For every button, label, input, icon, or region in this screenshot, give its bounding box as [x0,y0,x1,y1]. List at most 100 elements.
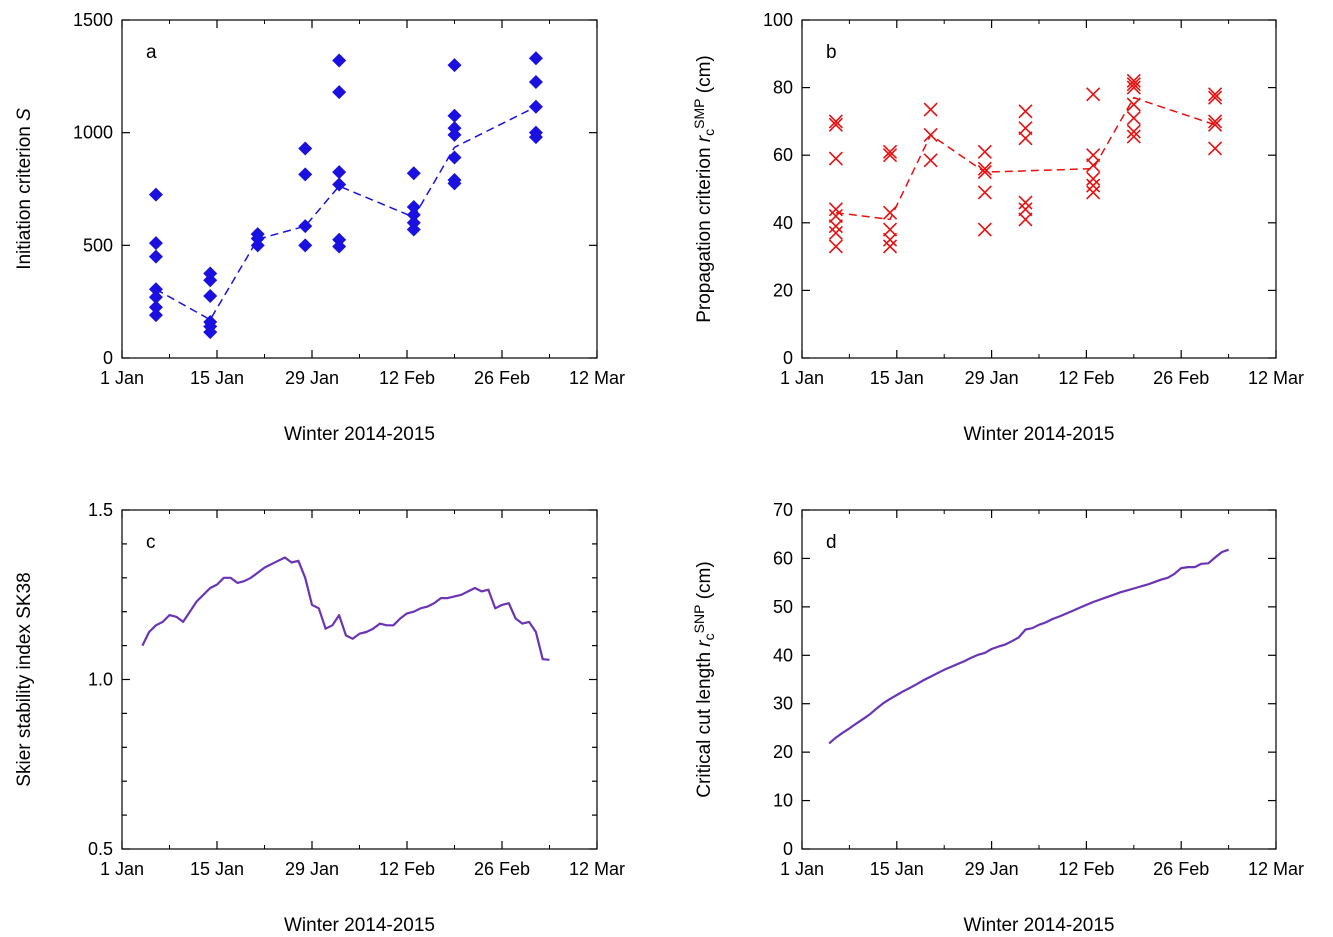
data-point [406,166,421,181]
data-point [828,117,843,132]
mean-line [155,106,537,321]
plot-frame [801,509,1277,850]
x-tick-label: 15 Jan [190,368,244,388]
data-point [882,232,898,247]
data-point [298,238,313,253]
data-point [1086,185,1101,200]
x-tick-label: 1 Jan [100,859,144,879]
data-point [298,219,313,234]
y-tick-label: 0 [103,348,113,368]
x-tick-label: 29 Jan [285,368,339,388]
y-tick-label: 1.0 [88,670,113,690]
data-point [977,144,992,159]
panel-c: 1 Jan 15 Jan 29 Jan 12 Feb 26 Feb 12 Mar 0.5 1.… [14,500,625,936]
y-tick-label: 0.5 [88,839,113,859]
data-point [1018,195,1033,210]
x-axis-label: Winter 2014-2015 [963,915,1114,936]
y-tick-label: 60 [773,548,793,568]
x-tick-label: 15 Jan [190,859,244,879]
y-tick-label: 50 [773,597,793,617]
data-point [447,108,462,123]
x-tick-label: 12 Feb [379,368,435,388]
y-tick-label: 1.5 [88,500,113,520]
data-point [1018,202,1033,217]
data-point [882,148,898,163]
plot-frame [121,19,598,359]
data-point [1126,124,1141,139]
data-point [332,85,347,100]
y-tick-label: 1500 [73,10,113,30]
data-point [1126,97,1141,112]
y-tick-label: 1000 [73,123,113,143]
data-point [828,225,843,241]
y-tick-label: 40 [773,213,793,233]
panel-letter: a [146,42,157,63]
x-axis-label: Winter 2014-2015 [963,424,1114,445]
data-point [203,325,218,340]
data-point [882,205,898,220]
data-point [528,130,543,145]
plot-frame [801,19,1277,359]
data-point [1086,158,1101,173]
data-point [1126,129,1141,144]
x-tick-label: 29 Jan [965,368,1019,388]
data-point [1207,90,1223,105]
data-point [1207,87,1223,102]
x-tick-label: 29 Jan [285,859,339,879]
y-tick-label: 70 [773,500,793,520]
data-point [406,207,421,222]
data-point [1207,141,1223,156]
data-point [298,167,313,182]
y-tick-label: 0 [783,348,793,368]
x-tick-label: 12 Mar [1248,368,1304,388]
panel-letter: d [826,532,837,553]
y-axis-label: Propagation criterion rcSMP (cm) [691,55,717,323]
x-tick-label: 26 Feb [1153,368,1209,388]
data-point [828,208,843,224]
data-point [1018,131,1033,146]
data-point [148,300,163,315]
y-tick-label: 80 [773,78,793,98]
data-point [332,165,347,180]
data-point [1086,171,1101,186]
y-axis-label: Initiation criterion S [14,108,35,270]
panel-b: 1 Jan 15 Jan 29 Jan 12 Feb 26 Feb 12 Mar 0 20 40… [691,10,1304,445]
data-point [406,200,421,215]
x-tick-label: 15 Jan [870,368,924,388]
data-point [332,177,347,192]
y-tick-label: 20 [773,280,793,300]
data-point [923,102,938,117]
data-point [1086,148,1101,163]
data-point [447,127,462,142]
data-point [203,273,218,288]
data-point [828,114,843,129]
y-tick-label: 10 [773,791,793,811]
x-tick-label: 26 Feb [1153,859,1209,879]
x-tick-label: 1 Jan [780,859,824,879]
data-point [148,236,163,251]
x-axis-label: Winter 2014-2015 [284,915,435,936]
data-point [1086,87,1101,102]
data-point [1018,104,1033,119]
y-axis-label: Skier stability index SK38 [14,572,35,786]
panel-d: 1 Jan 15 Jan 29 Jan 12 Feb 26 Feb 12 Mar 0 10 20… [691,500,1304,936]
x-tick-label: 29 Jan [965,859,1019,879]
x-tick-label: 12 Mar [569,859,625,879]
x-tick-label: 1 Jan [780,368,824,388]
y-tick-label: 0 [783,839,793,859]
panel-a: 1 Jan 15 Jan 29 Jan 12 Feb 26 Feb 12 Mar 0 500 1… [14,10,625,445]
y-tick-label: 40 [773,645,793,665]
data-point [148,308,163,323]
data-point [828,239,843,254]
plot-frame [121,509,598,850]
y-tick-label: 30 [773,694,793,714]
data-point [882,144,898,159]
data-point [528,99,543,114]
data-point [148,282,163,297]
data-point [1126,80,1141,95]
data-point [447,150,462,165]
panel-letter: b [826,42,837,63]
data-point [1126,73,1141,88]
data-point [148,187,163,202]
